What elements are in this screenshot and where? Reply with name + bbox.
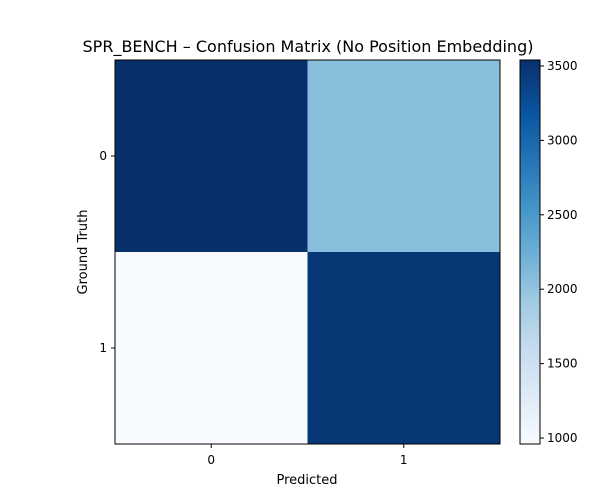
colorbar [520, 60, 540, 444]
heatmap-cell-0-1 [307, 60, 501, 253]
heatmap-cell-1-1 [307, 252, 501, 445]
colorbar-tick-label-3: 2500 [547, 208, 578, 222]
y-tick-label-1: 1 [99, 341, 107, 355]
y-tick-label-0: 0 [99, 149, 107, 163]
colorbar-frame [519, 59, 541, 445]
plot-frame [114, 59, 501, 445]
colorbar-ticks: 1000 1500 2000 2500 3000 3500 [540, 59, 578, 445]
x-tick-label-0: 0 [207, 453, 215, 467]
heatmap-cells [115, 60, 501, 445]
colorbar-tick-label-5: 3500 [547, 59, 578, 73]
y-axis-ticks: 01 [99, 149, 115, 355]
colorbar-tick-label-0: 1000 [547, 431, 578, 445]
y-axis-label: Ground Truth [76, 210, 91, 295]
heatmap-cell-1-0 [115, 252, 308, 445]
x-axis-label: Predicted [276, 473, 337, 488]
heatmap-cell-0-0 [115, 60, 308, 253]
chart-title: SPR_BENCH – Confusion Matrix (No Positio… [83, 37, 534, 57]
colorbar-tick-label-1: 1500 [547, 357, 578, 371]
colorbar-tick-label-2: 2000 [547, 282, 578, 296]
colorbar-tick-label-4: 3000 [547, 133, 578, 147]
x-tick-label-1: 1 [400, 453, 408, 467]
